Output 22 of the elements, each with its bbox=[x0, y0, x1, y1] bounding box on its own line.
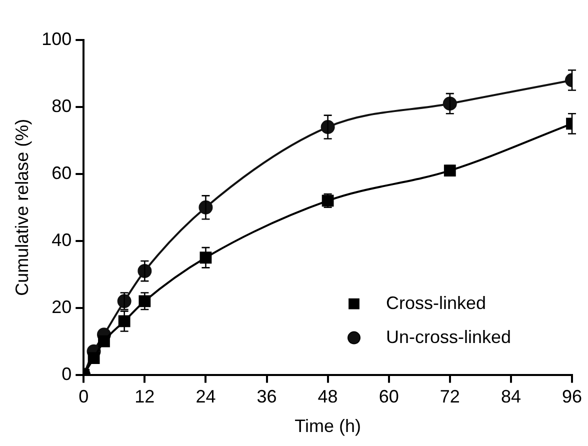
x-axis-title: Time (h) bbox=[294, 416, 361, 436]
y-axis-title: Cumulative relase (%) bbox=[12, 118, 32, 296]
x-tick-label: 36 bbox=[256, 386, 277, 407]
point bbox=[88, 352, 100, 364]
x-tick-label: 72 bbox=[440, 386, 460, 407]
x-tick-label: 96 bbox=[562, 386, 582, 407]
point bbox=[138, 295, 151, 308]
point bbox=[98, 335, 110, 348]
x-tick-label: 84 bbox=[500, 386, 521, 407]
y-tick-label: 40 bbox=[52, 230, 72, 250]
x-tick-label: 0 bbox=[78, 386, 89, 407]
y-tick-label: 80 bbox=[52, 96, 72, 116]
x-tick-label: 60 bbox=[378, 386, 399, 407]
y-tick-label: 100 bbox=[42, 28, 72, 49]
legend-label: Un-cross-linked bbox=[386, 326, 512, 347]
y-tick-label: 0 bbox=[62, 364, 72, 384]
x-tick-label: 24 bbox=[196, 386, 216, 407]
x-tick-label: 12 bbox=[134, 386, 155, 407]
y-tick-label: 60 bbox=[52, 162, 72, 183]
legend-label: Cross-linked bbox=[386, 292, 486, 313]
y-tick-label: 20 bbox=[52, 296, 72, 317]
x-tick-label: 48 bbox=[318, 386, 338, 407]
